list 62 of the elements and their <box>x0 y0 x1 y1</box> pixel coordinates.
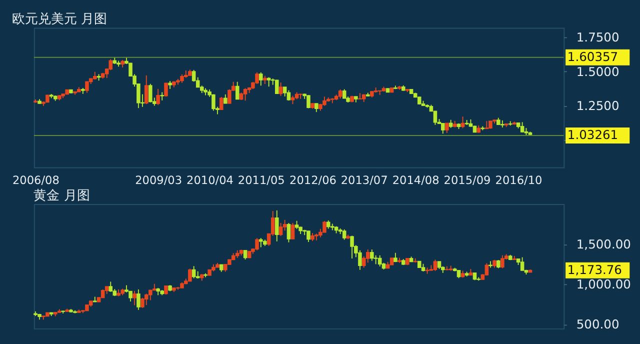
candlestick <box>398 85 402 90</box>
candlestick <box>188 69 192 76</box>
x-tick-label: 2011/05 <box>238 174 285 187</box>
candlestick <box>65 89 69 95</box>
candlestick <box>326 96 330 102</box>
candlestick <box>176 78 180 86</box>
y-tick-label: 1.2500 <box>576 98 620 113</box>
chart-title: 欧元兑美元 月图 <box>12 11 108 28</box>
x-tick-label: 2009/03 <box>135 174 182 187</box>
x-tick-label: 2006/08 <box>12 174 60 187</box>
candlestick <box>354 96 358 103</box>
y-tick-label: 1.5000 <box>576 64 620 79</box>
candlestick <box>263 75 267 84</box>
candlestick <box>298 93 302 100</box>
candlestick <box>314 233 318 241</box>
candlestick <box>180 282 184 288</box>
candlestick <box>42 315 46 320</box>
candlestick <box>358 92 362 100</box>
candlestick <box>58 308 62 314</box>
y-tick-label: 1,000.00 <box>576 278 631 292</box>
candlestick <box>488 260 492 268</box>
candlestick <box>77 309 81 314</box>
candlestick <box>61 310 65 314</box>
x-tick-label: 2013/07 <box>340 174 388 187</box>
candlestick <box>417 260 422 268</box>
x-tick-label: 2012/06 <box>290 174 336 187</box>
candlestick <box>46 312 50 317</box>
candlestick <box>406 88 410 93</box>
candlestick <box>116 60 120 68</box>
candlestick <box>398 257 402 264</box>
x-tick-label: 2015/09 <box>444 174 491 187</box>
candlestick <box>330 98 334 104</box>
candlestick <box>34 310 38 316</box>
candlestick <box>216 262 220 268</box>
candlestick <box>176 286 180 290</box>
ref-line-label: 1.60357 <box>567 50 618 64</box>
candlestick <box>93 296 97 302</box>
text: 1,173.76 <box>567 263 622 278</box>
y-tick-label: 1.7500 <box>576 30 620 45</box>
candlestick <box>168 80 172 90</box>
candlestick <box>476 276 481 282</box>
candlestick <box>401 84 406 92</box>
x-tick-label: 2016/10 <box>495 174 542 187</box>
candlestick <box>394 85 398 90</box>
candlestick <box>500 120 504 128</box>
candlestick <box>73 310 77 314</box>
ref-line-label: 1.03261 <box>567 128 618 142</box>
y-tick-label: 1,500.00 <box>576 237 631 252</box>
candlestick <box>512 256 516 261</box>
candlestick <box>259 238 263 248</box>
chart-title: 黄金 月图 <box>34 188 90 204</box>
candlestick <box>53 311 58 317</box>
x-tick-label: 2014/08 <box>392 174 440 187</box>
candlestick <box>120 288 124 296</box>
candlestick <box>346 234 350 240</box>
y-tick-label: 500.00 <box>576 318 620 332</box>
candlestick <box>330 223 334 231</box>
candlestick <box>445 266 449 271</box>
x-tick-label: 2010/04 <box>186 174 234 187</box>
candlestick <box>77 86 81 92</box>
candlestick <box>65 308 69 312</box>
candlestick <box>81 87 85 94</box>
